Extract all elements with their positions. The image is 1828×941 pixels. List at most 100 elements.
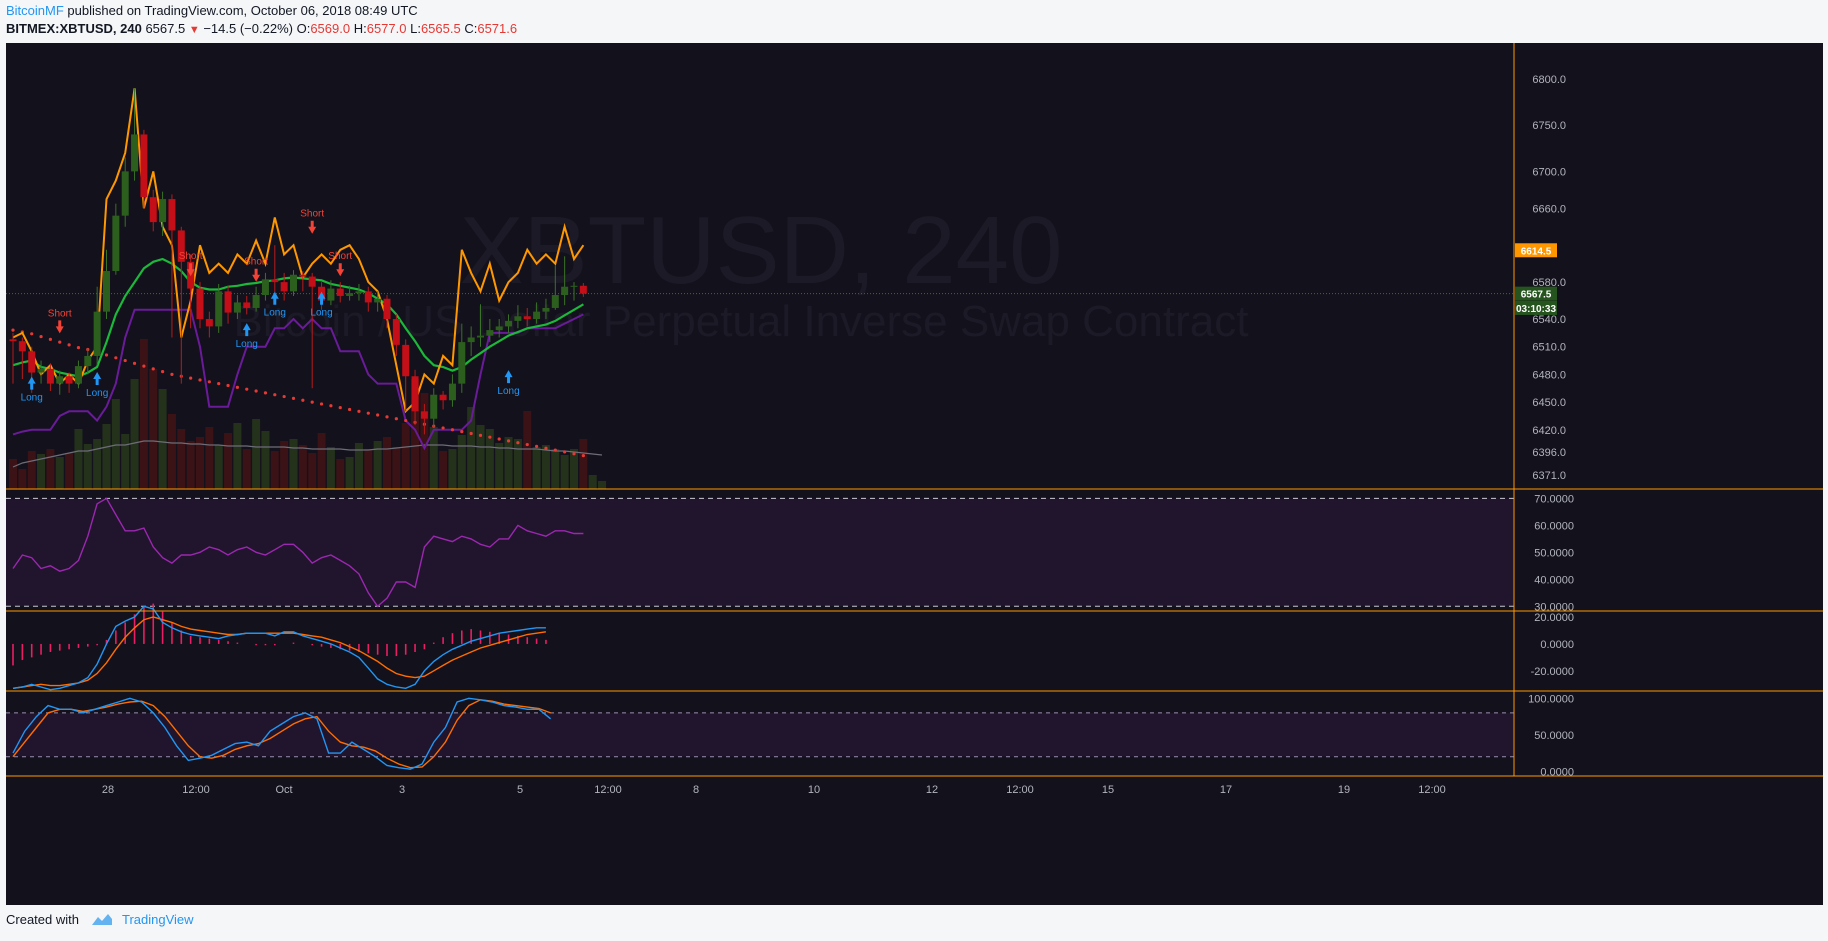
low-value: 6565.5 <box>420 21 461 36</box>
volume-bar <box>345 457 354 489</box>
candle-up <box>261 279 269 296</box>
long-signal-label: Long <box>310 308 332 319</box>
volume-bar <box>354 443 363 489</box>
volume-bar <box>280 441 289 489</box>
red-sar-dot <box>273 393 277 397</box>
volume-bar <box>233 423 242 489</box>
volume-bar <box>551 449 560 489</box>
red-sar-dot <box>506 439 511 443</box>
candle-up <box>290 274 297 292</box>
volume-bar <box>411 379 420 489</box>
red-sar-dot <box>207 380 211 384</box>
stoch-k-line <box>12 697 552 770</box>
candle-up <box>448 383 456 401</box>
short-arrow-icon <box>55 320 64 334</box>
price-tick-label: 6800.0 <box>1532 74 1566 86</box>
red-sar-dot <box>563 450 567 454</box>
red-sar-dot <box>488 435 492 439</box>
candle-up <box>215 291 223 327</box>
volume-bar <box>186 441 195 489</box>
price-tick-label: 6540.0 <box>1532 314 1566 326</box>
chart-area[interactable]: XBTUSD, 240 Bitcoin / US Dollar Perpetua… <box>6 43 1823 905</box>
volume-bar <box>196 437 204 489</box>
red-sar-dot <box>310 400 314 404</box>
red-sar-dot <box>48 337 53 341</box>
candle-up <box>533 311 541 320</box>
candle-down <box>411 376 419 412</box>
candle-down <box>140 134 148 198</box>
purple-channel-line <box>12 308 584 451</box>
price-tick-label: 6510.0 <box>1532 342 1566 354</box>
red-sar-dot <box>58 340 62 344</box>
candle-down <box>271 279 279 283</box>
red-sar-dot <box>357 409 361 413</box>
short-signal-label: Short <box>328 251 352 262</box>
candle-up <box>131 134 139 172</box>
red-sar-dot <box>319 402 324 406</box>
short-signal-label: Short <box>300 209 324 220</box>
volume-bar <box>476 425 485 489</box>
red-sar-dot <box>226 383 230 388</box>
volume-bar <box>457 435 466 489</box>
author-link[interactable]: BitcoinMF <box>6 3 64 18</box>
red-sar-dot <box>263 391 268 395</box>
volume-bar <box>55 457 64 489</box>
time-tick-label: 12:00 <box>182 784 210 796</box>
macd-line <box>12 605 546 691</box>
long-signal-label: Long <box>497 386 519 397</box>
candle-down <box>224 291 232 313</box>
volume-bar <box>383 437 391 489</box>
volume-bar <box>373 441 382 489</box>
price-tick-label: 6660.0 <box>1532 203 1566 215</box>
red-sar-dot <box>404 418 408 423</box>
ohlc-legend: BITMEX:XBTUSD, 240 6567.5 ▼ −14.5 (−0.22… <box>6 21 517 36</box>
candle-up <box>374 298 382 303</box>
tradingview-link[interactable]: TradingView <box>122 912 194 927</box>
candle-down <box>65 376 73 384</box>
red-sar-dot <box>170 372 174 377</box>
time-tick-label: 12:00 <box>1418 784 1446 796</box>
volume-bar <box>130 379 139 489</box>
time-tick-label: 12:00 <box>1006 784 1034 796</box>
candle-down <box>383 298 391 320</box>
candle-up <box>477 335 484 338</box>
volume-bar <box>392 447 401 489</box>
volume-bar <box>495 443 504 489</box>
close-value: 6571.6 <box>477 21 518 36</box>
last-price: 6567.5 <box>145 21 186 36</box>
red-sar-dot <box>11 328 15 332</box>
candle-down <box>205 319 213 327</box>
macd-tick-label: 20.0000 <box>1534 612 1574 624</box>
volume-bar <box>532 447 541 489</box>
price-tick-label: 6396.0 <box>1532 447 1566 459</box>
orange-line <box>12 88 585 414</box>
red-sar-dot <box>76 346 81 350</box>
volume-bar <box>139 339 148 489</box>
stoch-tick-label: 50.0000 <box>1534 730 1574 742</box>
watermark-subtitle: Bitcoin / US Dollar Perpetual Inverse Sw… <box>234 297 1249 346</box>
red-sar-dot <box>516 441 520 445</box>
red-sar-dot <box>301 398 305 402</box>
red-sar-dot <box>441 426 445 430</box>
red-sar-dot <box>132 361 137 365</box>
open-label: O: <box>296 21 311 36</box>
volume-bar <box>326 447 335 489</box>
rsi-tick-label: 40.0000 <box>1534 574 1574 586</box>
candle-down <box>392 319 400 345</box>
candle-up <box>327 288 335 301</box>
price-tick-label: 6480.0 <box>1532 369 1566 381</box>
close-label: C: <box>464 21 478 36</box>
chart-svg[interactable]: XBTUSD, 240 Bitcoin / US Dollar Perpetua… <box>6 43 1823 905</box>
volume-bar <box>158 389 167 489</box>
price-tick-label: 6420.0 <box>1532 425 1566 437</box>
candle-down <box>243 302 251 308</box>
volume-bar <box>65 453 74 489</box>
short-arrow-icon <box>308 220 317 234</box>
candle-up <box>121 171 129 216</box>
long-signal-label: Long <box>86 388 108 399</box>
volume-bar <box>523 411 532 489</box>
candle-down <box>402 344 410 377</box>
volume-bar <box>429 427 438 489</box>
time-tick-label: 10 <box>808 784 820 796</box>
long-arrow-icon <box>242 323 251 337</box>
